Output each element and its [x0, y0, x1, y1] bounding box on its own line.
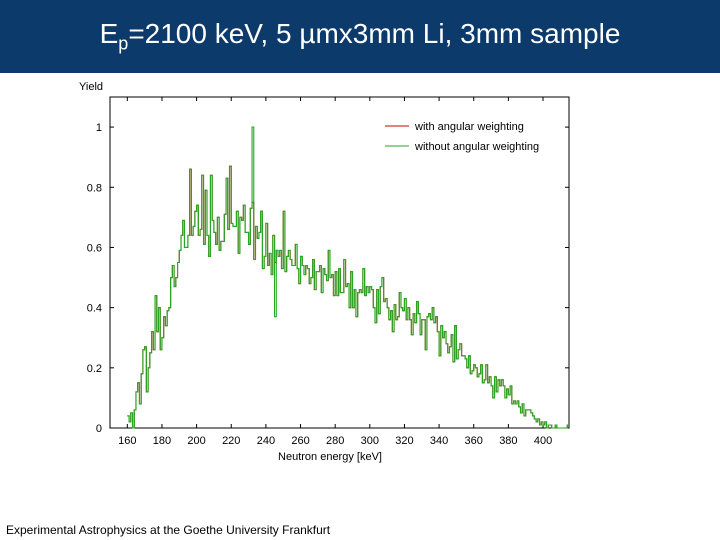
x-tick-label: 300 — [361, 435, 379, 447]
x-tick-label: 240 — [257, 435, 275, 447]
x-tick-label: 360 — [465, 435, 483, 447]
series-group — [127, 126, 569, 429]
y-axis-label: Yield — [79, 81, 103, 93]
x-tick-label: 400 — [534, 435, 552, 447]
x-tick-label: 220 — [222, 435, 240, 447]
slide-title: Ep=2100 keV, 5 µmx3mm Li, 3mm sample — [0, 18, 720, 55]
y-tick-label: 0 — [96, 423, 102, 435]
legend-label-without: without angular weighting — [414, 141, 539, 153]
y-tick-label: 0.2 — [87, 363, 102, 375]
series-line-0 — [127, 165, 569, 429]
y-tick-labels: 0 0.2 0.4 0.6 0.8 1 — [87, 122, 102, 435]
title-bar — [0, 0, 720, 73]
y-tick-label: 0.6 — [87, 242, 102, 254]
x-tick-label: 320 — [395, 435, 413, 447]
yield-chart: 0 0.2 0.4 0.6 0.8 1 160 180 200 220 240 260 280 300 3… — [79, 81, 570, 463]
y-tick-label: 0.8 — [87, 182, 102, 194]
title-rest: =2100 keV, 5 µmx3mm Li, 3mm sample — [128, 18, 621, 49]
x-tick-label: 160 — [118, 435, 136, 447]
x-tick-label: 280 — [326, 435, 344, 447]
x-tick-label: 340 — [430, 435, 448, 447]
legend-label-with: with angular weighting — [414, 121, 524, 133]
footer-text: Experimental Astrophysics at the Goethe … — [6, 523, 331, 537]
y-tick-label: 0.4 — [87, 303, 102, 315]
x-tick-label: 180 — [153, 435, 171, 447]
x-tick-label: 200 — [187, 435, 205, 447]
tick-marks — [110, 97, 569, 429]
x-tick-label: 260 — [291, 435, 309, 447]
x-tick-label: 380 — [499, 435, 517, 447]
x-axis-label: Neutron energy [keV] — [278, 451, 382, 463]
title-main: E — [99, 18, 119, 49]
plot-frame — [109, 96, 570, 429]
x-tick-labels: 160 180 200 220 240 260 280 300 320 340 360 380 400 — [118, 435, 552, 447]
y-tick-label: 1 — [96, 122, 102, 134]
title-subscript: p — [118, 33, 129, 54]
series-line-1 — [127, 126, 569, 429]
legend: with angular weighting without angular w… — [385, 121, 539, 153]
